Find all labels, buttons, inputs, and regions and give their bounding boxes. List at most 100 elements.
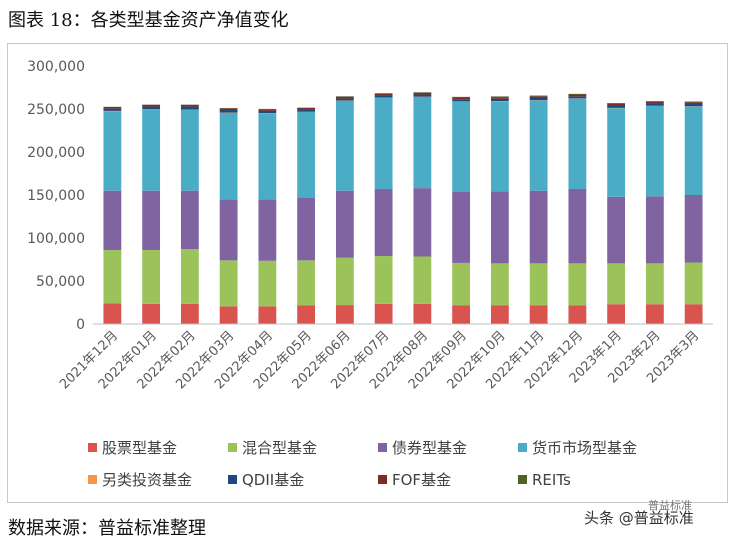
bar-segment-series-0 xyxy=(568,305,587,324)
bar-segment-series-3 xyxy=(568,98,587,189)
bar-stack xyxy=(529,95,548,324)
bar-segment-series-0 xyxy=(258,306,277,324)
bar-segment-series-3 xyxy=(374,97,393,189)
bar-segment-series-3 xyxy=(529,100,548,191)
bar-segment-series-2 xyxy=(103,190,122,251)
legend-swatch xyxy=(88,475,97,484)
legend-swatch xyxy=(228,443,237,452)
source-note: 数据来源：普益标准整理 xyxy=(8,518,206,539)
bar-segment-series-1 xyxy=(297,260,316,306)
legend-item: 另类投资基金 xyxy=(88,471,192,489)
bar-segment-series-3 xyxy=(607,108,626,197)
bar-segment-series-2 xyxy=(413,188,432,257)
bar-segment-series-7 xyxy=(568,93,587,95)
legend-item: 股票型基金 xyxy=(88,439,177,457)
bar-segment-series-3 xyxy=(413,96,432,189)
bar-stack xyxy=(490,96,509,324)
bar-segment-series-7 xyxy=(374,93,393,94)
bar-segment-series-2 xyxy=(645,196,664,264)
bar-stack xyxy=(684,101,703,324)
bar-segment-series-5 xyxy=(374,95,393,98)
bar-segment-series-7 xyxy=(645,101,664,102)
bar-segment-series-5 xyxy=(645,103,664,106)
bar-segment-series-6 xyxy=(374,93,393,96)
bar-segment-series-2 xyxy=(335,190,354,258)
bar-segment-series-6 xyxy=(180,104,199,107)
bar-segment-series-5 xyxy=(684,104,703,107)
bar-stack xyxy=(335,96,354,324)
bars-group xyxy=(103,92,703,324)
legend-label: 混合型基金 xyxy=(242,439,317,457)
bar-stack xyxy=(413,92,432,324)
bar-segment-series-1 xyxy=(180,249,199,304)
bar-segment-series-6 xyxy=(529,96,548,98)
x-axis: 2021年12月2022年01月2022年02月2022年03月2022年04月… xyxy=(57,323,713,392)
bar-segment-series-6 xyxy=(103,107,122,109)
bar-stack xyxy=(607,102,626,324)
bar-segment-series-0 xyxy=(607,304,626,324)
bar-segment-series-5 xyxy=(258,110,277,114)
legend-item: 混合型基金 xyxy=(228,439,317,457)
y-tick-label: 100,000 xyxy=(27,231,85,247)
legend-swatch xyxy=(518,475,527,484)
bar-stack xyxy=(258,108,277,324)
legend-item: 货币市场型基金 xyxy=(518,439,637,457)
bar-segment-series-3 xyxy=(142,109,161,191)
bar-segment-series-5 xyxy=(219,110,238,113)
bar-stack xyxy=(180,104,199,324)
bar-segment-series-2 xyxy=(607,196,626,264)
bar-segment-series-1 xyxy=(684,262,703,305)
bar-segment-series-7 xyxy=(529,95,548,97)
bar-segment-series-7 xyxy=(452,96,471,98)
bar-segment-series-1 xyxy=(258,260,277,307)
bar-segment-series-5 xyxy=(142,106,161,110)
legend-item: FOF基金 xyxy=(378,471,451,489)
figure-title: 图表 18：各类型基金资产净值变化 xyxy=(8,10,289,31)
bar-segment-series-6 xyxy=(684,102,703,105)
y-tick-label: 250,000 xyxy=(27,102,85,118)
y-tick-label: 150,000 xyxy=(27,188,85,204)
bar-stack xyxy=(645,101,664,324)
bar-stack xyxy=(219,108,238,324)
bar-segment-series-1 xyxy=(335,257,354,306)
bar-segment-series-5 xyxy=(490,98,509,101)
y-axis: 0 50,000 100,000 150,000 200,000 250,000 300,0… xyxy=(27,59,85,333)
y-tick-label: 0 xyxy=(76,317,85,333)
watermark-text: 头条 @普益标准 xyxy=(584,509,694,527)
bar-segment-series-0 xyxy=(335,305,354,324)
bar-segment-series-1 xyxy=(568,263,587,306)
bar-segment-series-2 xyxy=(684,195,703,263)
bar-segment-series-6 xyxy=(335,96,354,99)
legend-label: 股票型基金 xyxy=(102,439,177,457)
bar-segment-series-0 xyxy=(180,303,199,324)
legend-item: QDII基金 xyxy=(228,471,304,489)
bar-segment-series-7 xyxy=(607,102,626,104)
bar-segment-series-6 xyxy=(607,103,626,106)
legend-label: 另类投资基金 xyxy=(102,471,192,489)
bar-segment-series-5 xyxy=(452,99,471,102)
bar-segment-series-2 xyxy=(142,190,161,251)
bar-segment-series-3 xyxy=(335,100,354,191)
bar-segment-series-5 xyxy=(180,106,199,110)
bar-segment-series-1 xyxy=(413,256,432,304)
bar-segment-series-6 xyxy=(142,104,161,107)
bar-segment-series-1 xyxy=(374,256,393,304)
bar-segment-series-6 xyxy=(297,107,316,110)
watermark-subtext: 普益标准 xyxy=(648,499,692,512)
legend-label: 货币市场型基金 xyxy=(532,439,637,457)
bar-segment-series-1 xyxy=(103,250,122,304)
legend-label: REITs xyxy=(532,471,571,489)
bar-segment-series-5 xyxy=(607,105,626,108)
bar-segment-series-6 xyxy=(413,92,432,95)
bar-stack xyxy=(142,104,161,324)
legend-label: QDII基金 xyxy=(242,471,304,489)
legend-swatch xyxy=(518,443,527,452)
bar-segment-series-1 xyxy=(607,263,626,305)
bar-segment-series-5 xyxy=(413,94,432,97)
bar-segment-series-2 xyxy=(452,191,471,263)
y-tick-label: 300,000 xyxy=(27,59,85,75)
bar-segment-series-0 xyxy=(529,305,548,324)
bar-segment-series-3 xyxy=(258,113,277,200)
bar-segment-series-0 xyxy=(219,306,238,324)
